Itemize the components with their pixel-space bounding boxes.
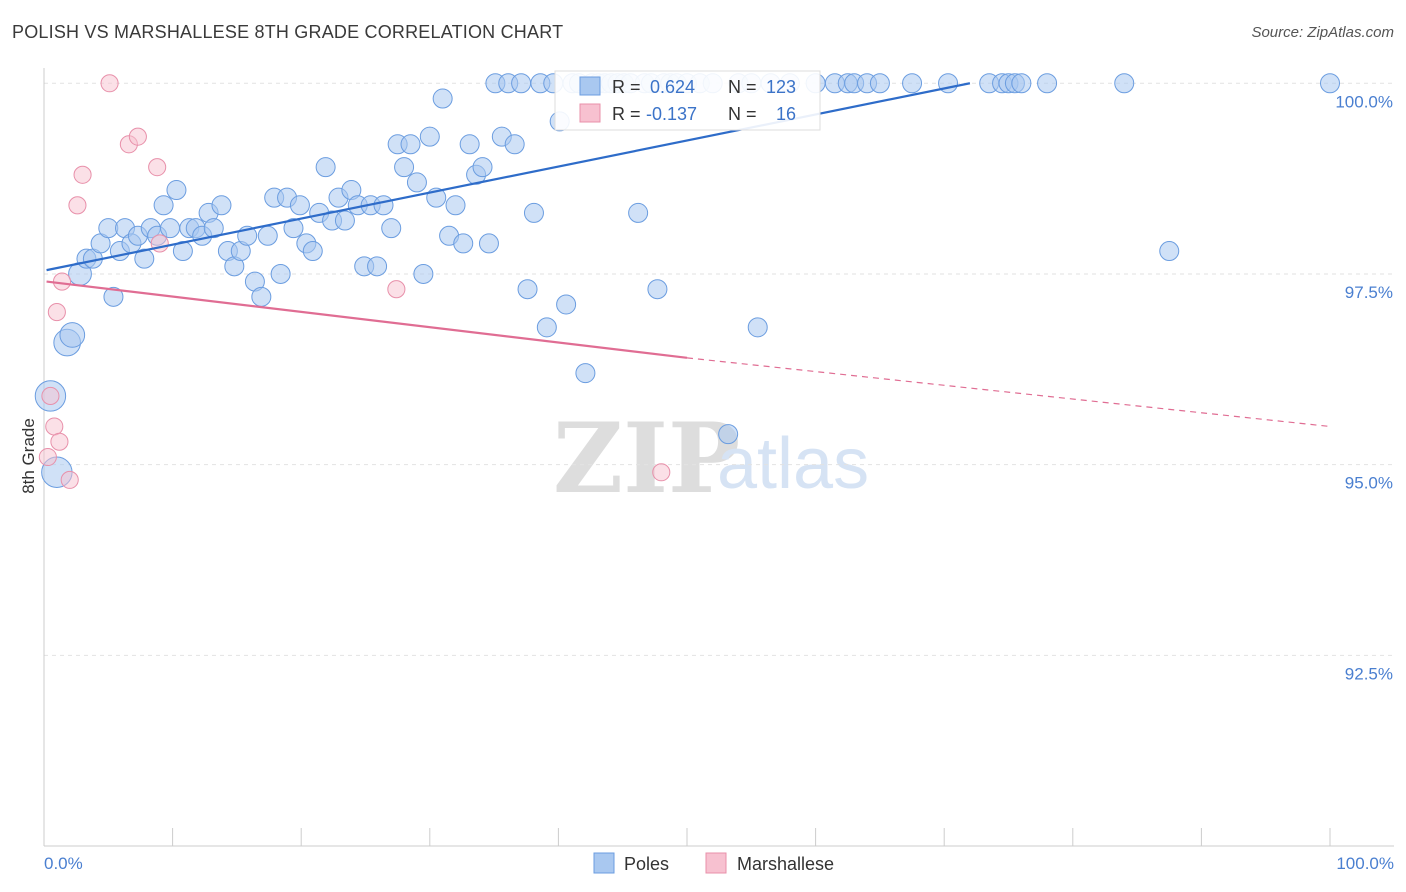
point-poles [166,180,187,201]
legend-swatch-marshallese [705,852,727,874]
point-poles [718,424,739,445]
point-marshallese [38,447,57,467]
stats-legend-box: R = 0.624 N = 123 R = -0.137 N = 16 [554,70,821,131]
legend-label-poles: Poles [624,854,669,874]
point-poles [432,88,453,109]
y-tick-label: 97.5% [1345,283,1393,302]
point-poles [373,195,394,216]
point-poles [283,218,304,239]
point-poles [334,210,355,231]
point-marshallese [68,196,87,215]
point-marshallese [41,386,60,406]
point-poles [302,241,323,262]
watermark: ZIP atlas [553,402,869,515]
stats-swatch-poles [579,76,601,96]
point-poles [504,134,525,155]
legend-label-marshallese: Marshallese [737,854,834,874]
point-poles [1320,73,1340,94]
y-tick-label: 95.0% [1345,474,1393,493]
point-poles [1037,73,1058,94]
point-marshallese [128,127,147,146]
point-marshallese [50,432,69,451]
stats-n-label-poles: N = [728,77,757,97]
point-poles [134,248,155,269]
point-poles [394,157,415,178]
point-poles [413,263,434,284]
point-poles [1159,241,1180,262]
point-marshallese [47,303,66,322]
trend-line-poles [46,82,971,272]
point-marshallese [652,463,671,482]
point-poles [511,73,532,94]
point-poles [575,363,596,384]
y-tick-labels: 100.0% 97.5% 95.0% 92.5% [1335,92,1393,683]
point-marshallese [45,417,64,436]
source-credit: Source: ZipAtlas.com [1251,24,1394,41]
point-poles [400,134,421,155]
x-tick-labels: 0.0% 100.0% [44,854,1394,873]
x-tick-label-left: 0.0% [44,854,83,873]
point-marshallese [52,272,72,291]
point-poles [406,172,427,193]
trend-line-marshallese [46,280,688,359]
point-poles [103,286,124,307]
point-poles [459,134,480,155]
stats-r-label-poles: R = [612,77,641,97]
point-poles [445,195,466,216]
point-poles [556,294,577,315]
point-poles [902,73,923,94]
y-tick-label: 92.5% [1345,664,1393,683]
point-poles [472,157,493,178]
point-poles [211,195,232,216]
series-marshallese [38,74,671,489]
watermark-zip: ZIP [553,402,740,515]
stats-swatch-marshallese [579,103,601,123]
chart-title: POLISH VS MARSHALLESE 8TH GRADE CORRELAT… [12,22,564,42]
point-poles [419,126,440,147]
point-poles [251,286,272,307]
point-poles [647,279,668,300]
point-marshallese [387,280,406,299]
point-poles [523,202,544,223]
y-tick-label: 100.0% [1335,92,1393,111]
point-poles [1011,73,1032,94]
point-poles [98,218,119,239]
point-marshallese [73,165,92,184]
legend: Poles Marshallese [593,852,834,874]
stats-r-value-poles: 0.624 [650,77,695,97]
watermark-atlas: atlas [717,424,869,504]
point-poles [289,195,310,216]
point-poles [203,218,224,239]
grid-lines [44,82,1394,656]
point-poles [478,233,499,254]
point-poles [270,263,291,284]
point-poles [536,317,557,338]
point-poles [869,73,890,94]
legend-swatch-poles [593,852,615,874]
point-marshallese [148,158,167,177]
trend-line-extension-marshallese [686,357,1331,428]
point-poles [315,157,336,178]
y-axis-label: 8th Grade [19,418,38,494]
stats-n-label-marshallese: N = [728,104,757,124]
point-poles [628,202,649,223]
point-poles [1114,73,1135,94]
point-poles [367,256,388,277]
stats-n-value-poles: 123 [766,77,796,97]
stats-n-value-marshallese: 16 [776,104,796,124]
point-marshallese [100,74,119,93]
point-poles [257,225,278,246]
point-poles [160,218,181,239]
stats-r-value-marshallese: -0.137 [646,104,697,124]
point-poles [747,317,768,338]
x-tick-label-right: 100.0% [1336,854,1394,873]
point-marshallese [60,470,79,489]
point-poles [59,322,86,348]
point-poles [381,218,402,239]
point-poles [453,233,474,254]
point-poles [153,195,174,216]
stats-r-label-marshallese: R = [612,104,641,124]
point-poles [517,279,538,300]
